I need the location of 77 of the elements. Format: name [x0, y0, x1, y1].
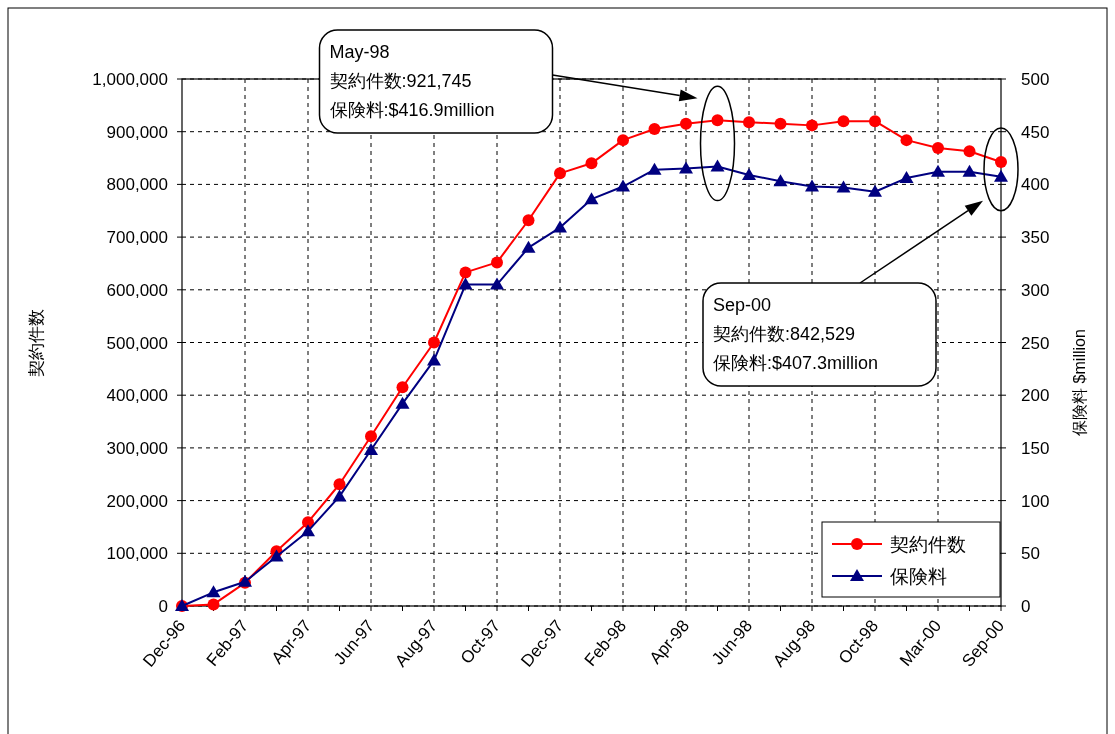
point: [395, 396, 410, 409]
point: [711, 114, 724, 127]
y-tick-label: 600,000: [106, 280, 168, 300]
point: [584, 192, 599, 205]
point: [743, 116, 755, 129]
point: [806, 119, 818, 132]
point: [899, 171, 914, 184]
point: [931, 164, 945, 177]
point: [963, 145, 976, 158]
y-tick-label: 300,000: [106, 438, 168, 458]
point: [459, 266, 472, 279]
point: [836, 180, 851, 193]
point: [742, 167, 756, 180]
point: [521, 240, 536, 253]
y-tick-label: 100,000: [106, 544, 168, 564]
y2-tick-label: 50: [1021, 544, 1040, 564]
point: [553, 220, 567, 233]
y2-tick-label: 500: [1021, 70, 1050, 89]
point: [301, 524, 315, 537]
y2-tick-label: 100: [1021, 491, 1050, 511]
point: [364, 443, 378, 456]
annotation: Sep-00 契約件数:842,529 保険料:$407.3million: [713, 295, 879, 373]
point: [427, 353, 441, 366]
point: [680, 117, 692, 130]
point: [396, 381, 409, 394]
point: [995, 155, 1007, 168]
legend-label: 保険料: [890, 566, 947, 587]
point: [900, 134, 913, 147]
y-tick-label: 200,000: [106, 491, 168, 511]
y2-tick-label: 450: [1021, 122, 1050, 142]
point: [333, 478, 346, 491]
point: [837, 115, 850, 128]
legend-label: 契約件数: [890, 534, 966, 555]
y2-tick-label: 300: [1021, 280, 1050, 300]
y-tick-label: 900,000: [106, 122, 168, 142]
y-axis-title: 契約件数: [27, 308, 46, 377]
point: [962, 164, 977, 177]
point: [994, 169, 1008, 182]
y-tick-label: 500,000: [106, 333, 168, 353]
point: [616, 179, 630, 192]
point: [868, 184, 882, 197]
y-tick-label: 400,000: [106, 386, 168, 406]
y2-tick-label: 400: [1021, 175, 1050, 195]
y2-tick-label: 200: [1021, 386, 1050, 406]
point: [490, 277, 504, 290]
point: [774, 117, 787, 130]
point: [679, 161, 693, 174]
point: [932, 142, 944, 155]
point: [773, 174, 788, 187]
point: [269, 549, 284, 562]
point: [648, 123, 661, 136]
y-tick-label: 0: [158, 597, 168, 616]
y2-tick-label: 150: [1021, 438, 1050, 458]
point: [869, 115, 881, 128]
point: [458, 277, 473, 290]
point: [522, 214, 535, 227]
annotation: May-98 契約件数:921,745 保険料:$416.9million: [329, 42, 495, 120]
y2-axis-title: 保険料 $million: [1071, 329, 1088, 436]
y2-tick-label: 0: [1021, 597, 1031, 616]
point: [805, 179, 819, 192]
point: [207, 598, 220, 611]
point: [491, 256, 503, 269]
point: [554, 167, 566, 180]
y2-tick-label: 250: [1021, 333, 1050, 353]
point: [428, 336, 440, 349]
y-tick-label: 1,000,000: [92, 70, 168, 89]
point: [710, 159, 725, 172]
y-tick-label: 800,000: [106, 175, 168, 195]
y-tick-label: 700,000: [106, 228, 168, 248]
point: [206, 585, 221, 598]
y2-tick-label: 350: [1021, 228, 1050, 248]
point: [332, 489, 347, 502]
point: [302, 516, 314, 529]
point: [647, 162, 662, 175]
point: [617, 134, 629, 147]
point: [365, 430, 377, 443]
point: [585, 157, 598, 170]
